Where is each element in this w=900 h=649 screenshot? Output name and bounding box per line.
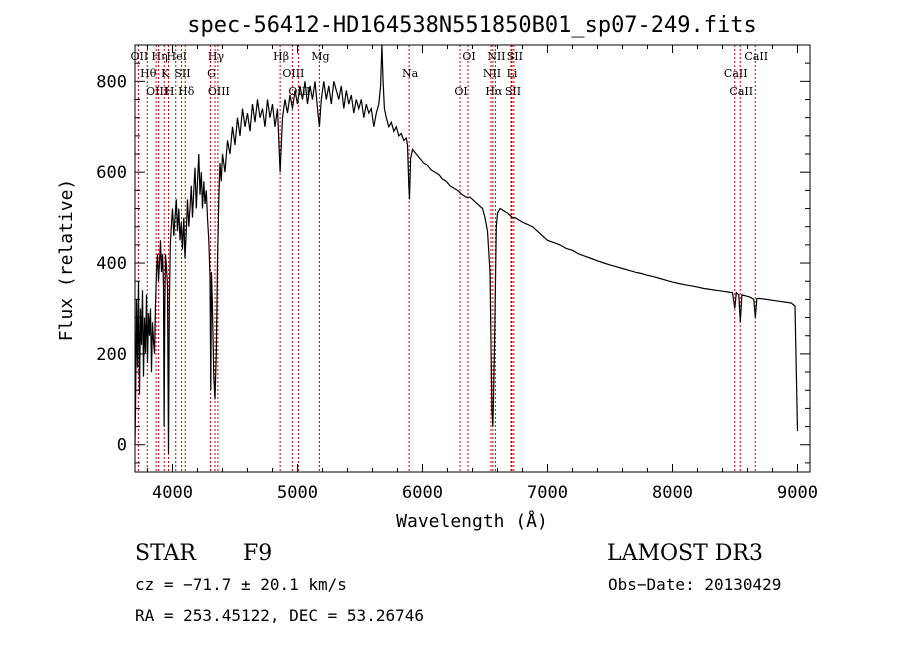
x-tick-label: 7000 bbox=[527, 483, 568, 503]
plot-frame bbox=[134, 44, 811, 473]
x-tick-label: 8000 bbox=[652, 483, 693, 503]
line-marker-label: HeI bbox=[167, 50, 187, 63]
line-marker-label: Hγ bbox=[208, 50, 225, 63]
line-marker-label: CaII bbox=[724, 67, 748, 80]
spectral-class: F9 bbox=[243, 541, 272, 566]
line-marker-label: OIII bbox=[208, 85, 230, 98]
y-tick-label: 600 bbox=[96, 163, 127, 183]
line-marker-label: Hη bbox=[152, 50, 168, 63]
line-marker-label: OIII bbox=[282, 67, 304, 80]
line-marker-label: OII bbox=[131, 50, 149, 63]
line-marker-label: SII bbox=[507, 50, 523, 63]
line-marker-label: NII bbox=[483, 67, 501, 80]
line-marker-label: OI bbox=[462, 50, 475, 63]
survey-name: LAMOST DR3 bbox=[607, 541, 763, 566]
y-tick-label: 200 bbox=[96, 345, 127, 365]
y-axis-ticks: 0 200 400 600 800 bbox=[96, 62, 810, 464]
line-marker-label: OI bbox=[454, 85, 467, 98]
line-marker-label: K bbox=[161, 67, 170, 80]
line-marker-label: SII bbox=[505, 85, 521, 98]
line-marker-label: Hα bbox=[485, 85, 503, 98]
line-marker-label: Hβ bbox=[273, 50, 289, 63]
obs-date: Obs−Date: 20130429 bbox=[608, 575, 781, 594]
line-marker-label: Hθ bbox=[140, 67, 157, 80]
x-tick-label: 4000 bbox=[152, 483, 193, 503]
chart-title: spec-56412-HD164538N551850B01_sp07-249.f… bbox=[187, 13, 757, 38]
line-marker-label: Hδ bbox=[178, 85, 195, 98]
coordinates: RA = 253.45122, DEC = 53.26746 bbox=[135, 606, 424, 625]
y-tick-label: 0 bbox=[117, 436, 127, 456]
x-tick-label: 5000 bbox=[277, 483, 318, 503]
x-tick-label: 9000 bbox=[777, 483, 818, 503]
line-marker-label: Mg bbox=[311, 50, 329, 63]
line-marker-label: OIII bbox=[146, 85, 168, 98]
line-marker-label: CaII bbox=[729, 85, 753, 98]
y-axis-label: Flux (relative) bbox=[56, 179, 77, 342]
object-type: STAR bbox=[135, 541, 197, 566]
line-markers: OIIHθOIIIHηKHHeISIIHδHγGOIIIHβOIIIOIIIMg… bbox=[131, 45, 768, 472]
x-tick-label: 6000 bbox=[402, 483, 443, 503]
line-marker-label: Na bbox=[402, 67, 419, 80]
line-marker-label: H bbox=[165, 85, 175, 98]
redshift-text: cz = −71.7 ± 20.1 km/s bbox=[135, 575, 347, 594]
y-tick-label: 800 bbox=[96, 72, 127, 92]
line-marker-label: CaII bbox=[744, 50, 768, 63]
line-marker-label: NII bbox=[487, 50, 505, 63]
x-axis-label: Wavelength (Å) bbox=[396, 510, 548, 532]
series-line-flux bbox=[134, 44, 799, 454]
line-marker-label: G bbox=[207, 67, 216, 80]
y-tick-label: 400 bbox=[96, 254, 127, 274]
line-marker-label: SII bbox=[174, 67, 190, 80]
x-axis-ticks: 4000 5000 6000 7000 8000 9000 bbox=[147, 45, 818, 503]
